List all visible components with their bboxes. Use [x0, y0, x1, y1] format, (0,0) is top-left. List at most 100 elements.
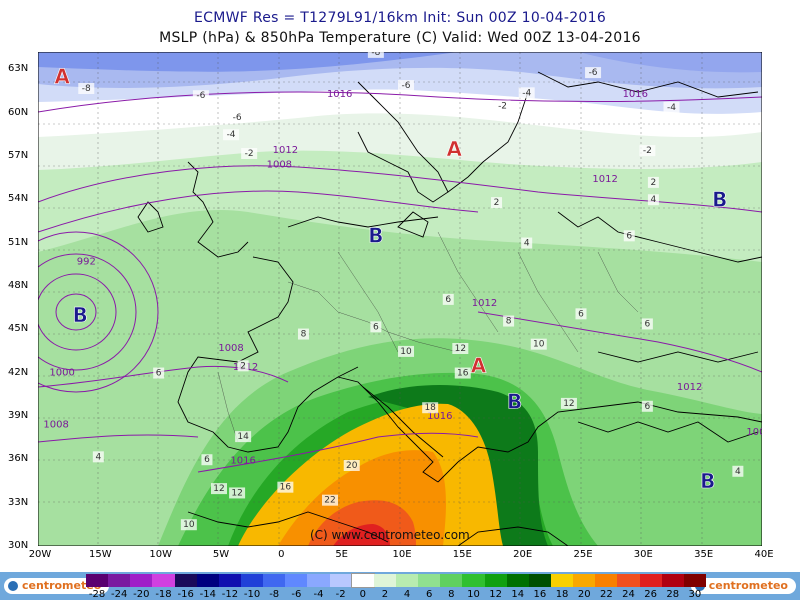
colorbar-swatch	[86, 574, 109, 587]
temperature-label: -6	[229, 111, 246, 123]
longitude-label: 5W	[212, 549, 230, 560]
temperature-label: 12	[452, 343, 469, 354]
svg-text:12: 12	[231, 488, 242, 498]
colorbar-tick-label: -2	[335, 589, 346, 600]
longitude-label: 5E	[335, 549, 348, 560]
colorbar-tick-label: 20	[577, 589, 591, 600]
colorbar-swatch	[573, 574, 596, 587]
latitude-label: 51N	[8, 236, 29, 248]
colorbar-tick-label: 30	[688, 589, 702, 600]
title-line-2: MSLP (hPa) & 850hPa Temperature (C) Vali…	[159, 30, 641, 46]
colorbar-tick-label: 22	[599, 589, 613, 600]
colorbar-swatch	[440, 574, 463, 587]
temperature-label: 4	[732, 465, 744, 477]
colorbar-swatch	[462, 574, 486, 587]
svg-text:4: 4	[95, 452, 101, 462]
latitude-label: 60N	[8, 106, 29, 118]
colorbar-swatch	[329, 574, 353, 587]
svg-text:2: 2	[494, 198, 500, 208]
temperature-label: 6	[641, 400, 653, 412]
svg-text:-6: -6	[589, 68, 598, 78]
isobar-label: 1012	[677, 382, 702, 393]
svg-text:6: 6	[644, 402, 650, 412]
colorbar-tick-label: -18	[155, 589, 172, 600]
temperature-label: 12	[229, 487, 246, 499]
colorbar-tick-label: -16	[177, 589, 194, 600]
longitude-label: 25E	[573, 549, 593, 560]
colorbar-tick-label: -20	[133, 589, 150, 600]
colorbar-swatch	[307, 574, 331, 587]
latitude-label: 39N	[8, 410, 29, 421]
colorbar-swatch	[285, 574, 308, 587]
colorbar-tick-label: 26	[644, 589, 657, 600]
longitude-label: 15W	[89, 549, 112, 560]
svg-text:2: 2	[651, 178, 657, 188]
colorbar-tick-label: -6	[291, 589, 302, 600]
colorbar-swatch	[396, 574, 419, 587]
temperature-label: -8	[78, 83, 95, 94]
isobar-label: 1008	[267, 160, 292, 171]
temperature-label: 6	[623, 230, 635, 242]
svg-text:8: 8	[301, 330, 307, 340]
low-pressure-marker: B	[507, 390, 522, 414]
svg-text:6: 6	[644, 319, 650, 329]
svg-text:16: 16	[457, 369, 469, 379]
svg-text:12: 12	[455, 344, 466, 354]
svg-text:6: 6	[445, 295, 451, 305]
colorbar-swatch	[350, 573, 376, 588]
temperature-colorbar: -28 -24 -20 -18 -16 -14 -12 -10 -8 -6 -4 -2 0 2 4 6 8 10 1…	[86, 572, 707, 600]
colorbar-tick-label: 28	[666, 589, 680, 600]
longitude-label: 15E	[452, 549, 472, 560]
colorbar-tick-label: 10	[467, 589, 480, 600]
temperature-label: 12	[211, 483, 227, 495]
temperature-label: 8	[297, 328, 309, 340]
svg-text:6: 6	[204, 455, 210, 465]
colorbar-swatch	[373, 574, 397, 587]
centrometeo-logo-left: centrometeo	[4, 578, 110, 594]
colorbar-swatch	[174, 574, 198, 587]
colorbar-tick-label: 16	[533, 589, 547, 600]
temperature-label: 2	[237, 360, 249, 372]
temperature-label: 18	[422, 402, 439, 414]
isobar-label: 1000	[49, 368, 74, 379]
longitude-label: 0	[278, 549, 285, 560]
temperature-label: 12	[560, 397, 577, 409]
isobar-label: 100	[746, 427, 762, 438]
svg-text:-6: -6	[402, 81, 411, 91]
temperature-label: 6	[153, 367, 165, 379]
isobar-label: 1012	[592, 174, 617, 185]
colorbar-tick-label: 18	[555, 589, 569, 600]
svg-text:4: 4	[735, 467, 741, 477]
temperature-label: 2	[647, 176, 659, 188]
coastlines	[137, 71, 762, 546]
latitude-label: 30N	[8, 540, 29, 551]
high-pressure-marker: A	[54, 65, 70, 89]
longitude-label: 40E	[754, 549, 774, 560]
isobar-label: 1016	[427, 411, 452, 422]
title-block: ECMWF Res = T1279L91/16km Init: Sun 00Z …	[0, 8, 800, 48]
temperature-label: -4	[518, 87, 535, 99]
low-pressure-marker: B	[73, 303, 88, 327]
svg-text:10: 10	[400, 347, 412, 357]
svg-text:-2: -2	[245, 149, 254, 159]
longitude-label: 20W	[28, 549, 52, 560]
colorbar-swatch	[484, 574, 508, 587]
temperature-field	[38, 52, 762, 546]
svg-text:-4: -4	[667, 103, 676, 113]
colorbar-swatch	[617, 574, 641, 587]
isobar-label: 1016	[230, 456, 255, 467]
colorbar-tick-label: 0	[359, 589, 366, 600]
colorbar-swatch	[661, 574, 685, 587]
temperature-label: -4	[223, 129, 240, 141]
svg-text:6: 6	[626, 231, 632, 241]
colorbar-swatch	[639, 574, 663, 587]
colorbar-swatch	[528, 574, 552, 587]
colorbar-tick-label: 2	[381, 589, 389, 600]
svg-text:10: 10	[183, 520, 195, 530]
low-pressure-marker: B	[368, 223, 383, 247]
svg-text:-8: -8	[82, 84, 91, 94]
svg-text:4: 4	[524, 239, 530, 249]
colorbar-swatch	[418, 574, 441, 587]
svg-text:16: 16	[280, 483, 292, 493]
svg-text:-4: -4	[522, 88, 531, 98]
